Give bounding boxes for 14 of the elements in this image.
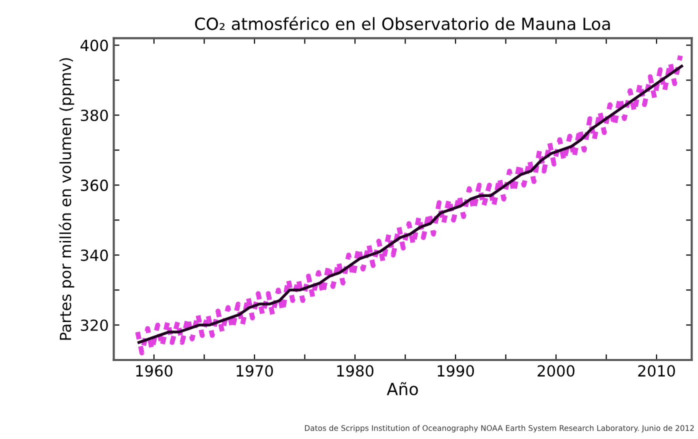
x-tick-label: 1970 bbox=[236, 365, 273, 377]
x-tick-label: 1990 bbox=[438, 365, 474, 377]
y-tick-label: 360 bbox=[80, 180, 108, 192]
y-tick-label: 320 bbox=[80, 319, 108, 332]
x-tick-label: 1980 bbox=[337, 365, 374, 377]
x-tick-label: 2000 bbox=[538, 365, 574, 377]
x-tick-label: 2010 bbox=[638, 365, 675, 377]
chart-title: CO₂ atmosférico en el Observatorio de Mauna Loa bbox=[195, 16, 610, 30]
y-tick-label: 400 bbox=[80, 40, 108, 52]
y-axis-title: Partes por millón en volumen (ppmv) bbox=[58, 58, 74, 340]
x-tick-label: 1960 bbox=[136, 365, 172, 377]
y-tick-label: 340 bbox=[80, 250, 108, 262]
y-tick-label: 380 bbox=[80, 110, 108, 122]
x-axis-title: Año bbox=[386, 382, 418, 396]
